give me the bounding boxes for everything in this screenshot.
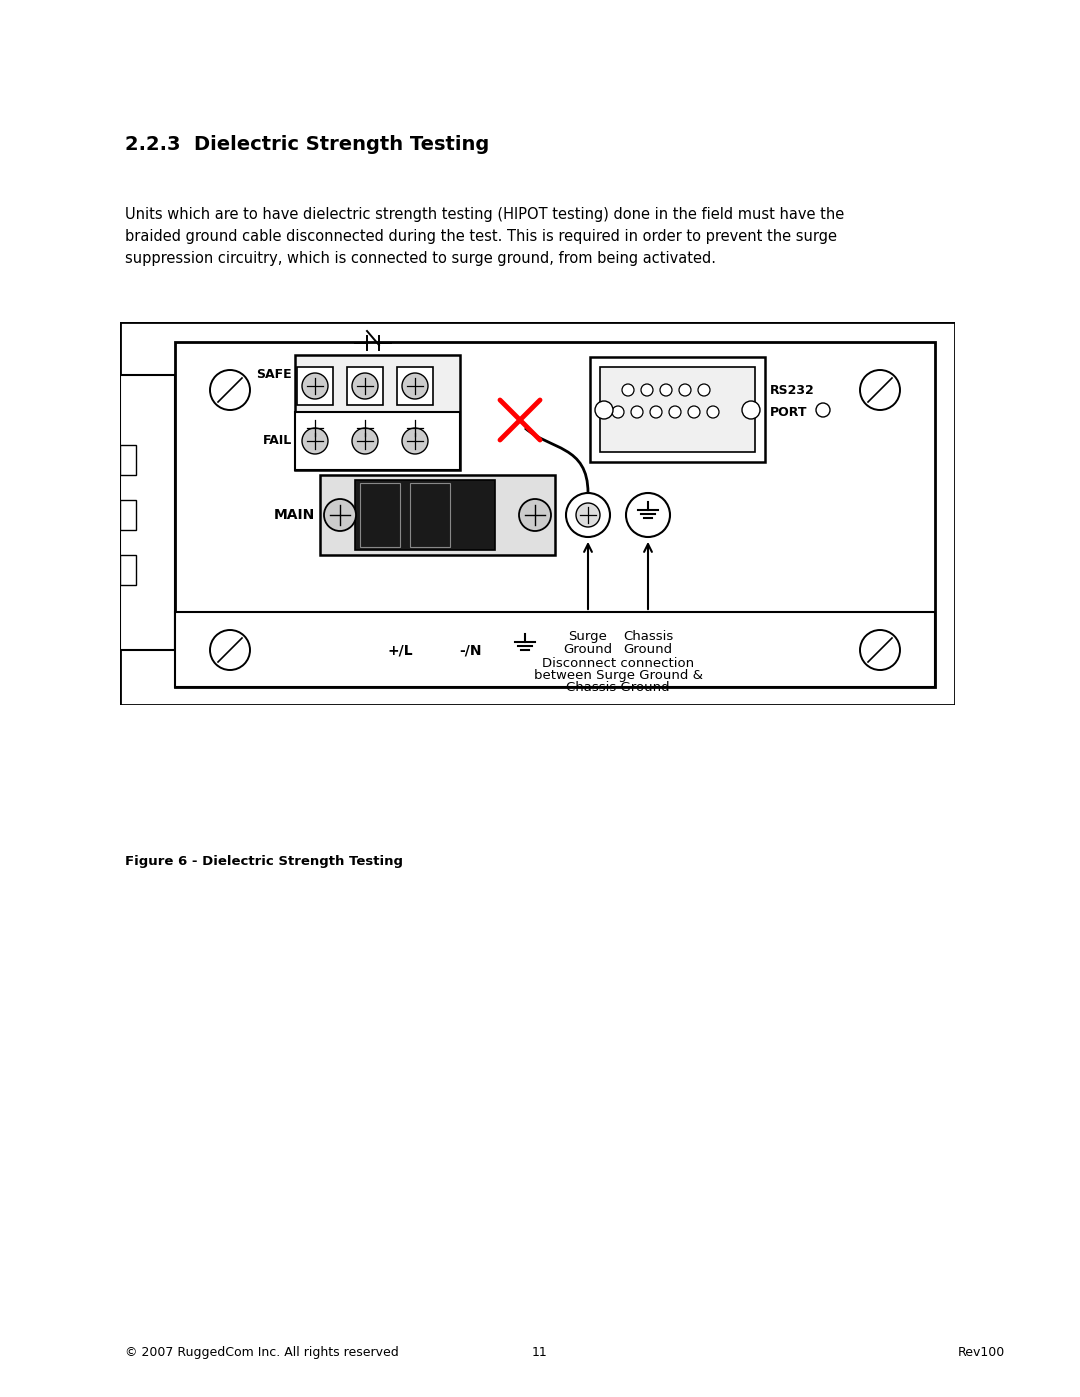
Circle shape bbox=[302, 415, 328, 441]
Bar bbox=[297, 367, 333, 405]
Text: Chassis Ground: Chassis Ground bbox=[566, 680, 670, 694]
Text: Disconnect connection: Disconnect connection bbox=[542, 657, 694, 671]
Circle shape bbox=[352, 427, 378, 454]
Bar bbox=[590, 358, 765, 462]
Circle shape bbox=[688, 407, 700, 418]
Circle shape bbox=[402, 415, 428, 441]
Text: Figure 6 - Dielectric Strength Testing: Figure 6 - Dielectric Strength Testing bbox=[125, 855, 403, 868]
Circle shape bbox=[626, 493, 670, 536]
Circle shape bbox=[210, 370, 249, 409]
Circle shape bbox=[816, 402, 831, 416]
Text: FAIL: FAIL bbox=[262, 434, 292, 447]
Circle shape bbox=[612, 407, 624, 418]
Circle shape bbox=[519, 499, 551, 531]
Circle shape bbox=[595, 401, 613, 419]
Bar bbox=[320, 475, 555, 555]
Circle shape bbox=[302, 373, 328, 400]
Circle shape bbox=[707, 407, 719, 418]
Text: Surge: Surge bbox=[568, 630, 607, 643]
Circle shape bbox=[660, 384, 672, 395]
Bar bbox=[295, 355, 460, 469]
Bar bbox=[410, 483, 450, 548]
Circle shape bbox=[679, 384, 691, 395]
Circle shape bbox=[352, 415, 378, 441]
Text: Chassis: Chassis bbox=[623, 630, 673, 643]
Circle shape bbox=[576, 503, 600, 527]
Text: SAFE: SAFE bbox=[256, 369, 292, 381]
Circle shape bbox=[352, 373, 378, 400]
Text: 2.2.3  Dielectric Strength Testing: 2.2.3 Dielectric Strength Testing bbox=[125, 136, 489, 154]
Bar bbox=[347, 367, 383, 405]
Text: PORT: PORT bbox=[770, 405, 808, 419]
Text: +/L: +/L bbox=[388, 643, 413, 657]
Circle shape bbox=[698, 384, 710, 395]
Circle shape bbox=[631, 407, 643, 418]
Circle shape bbox=[669, 407, 681, 418]
Text: -/N: -/N bbox=[459, 643, 482, 657]
Bar bbox=[120, 446, 136, 475]
Text: between Surge Ground &: between Surge Ground & bbox=[534, 669, 702, 682]
Circle shape bbox=[402, 373, 428, 400]
Text: Ground: Ground bbox=[564, 643, 612, 657]
Bar bbox=[355, 481, 495, 550]
Circle shape bbox=[302, 427, 328, 454]
Circle shape bbox=[210, 630, 249, 671]
Circle shape bbox=[402, 427, 428, 454]
Text: Ground: Ground bbox=[623, 643, 673, 657]
Text: 11: 11 bbox=[532, 1345, 548, 1359]
Circle shape bbox=[642, 384, 653, 395]
Text: Rev100: Rev100 bbox=[958, 1345, 1005, 1359]
Bar bbox=[397, 367, 433, 405]
Text: MAIN: MAIN bbox=[273, 509, 315, 522]
Text: RS232: RS232 bbox=[770, 384, 814, 397]
Circle shape bbox=[860, 370, 900, 409]
Circle shape bbox=[324, 499, 356, 531]
Bar bbox=[120, 374, 175, 650]
Circle shape bbox=[742, 401, 760, 419]
Circle shape bbox=[650, 407, 662, 418]
Circle shape bbox=[622, 384, 634, 395]
Circle shape bbox=[860, 630, 900, 671]
Bar bbox=[295, 412, 460, 469]
Bar bbox=[120, 500, 136, 529]
Circle shape bbox=[566, 493, 610, 536]
Bar bbox=[175, 612, 935, 687]
Bar bbox=[600, 367, 755, 453]
Bar bbox=[360, 483, 400, 548]
Text: © 2007 RuggedCom Inc. All rights reserved: © 2007 RuggedCom Inc. All rights reserve… bbox=[125, 1345, 399, 1359]
Bar bbox=[120, 555, 136, 585]
Text: Units which are to have dielectric strength testing (HIPOT testing) done in the : Units which are to have dielectric stren… bbox=[125, 207, 845, 267]
